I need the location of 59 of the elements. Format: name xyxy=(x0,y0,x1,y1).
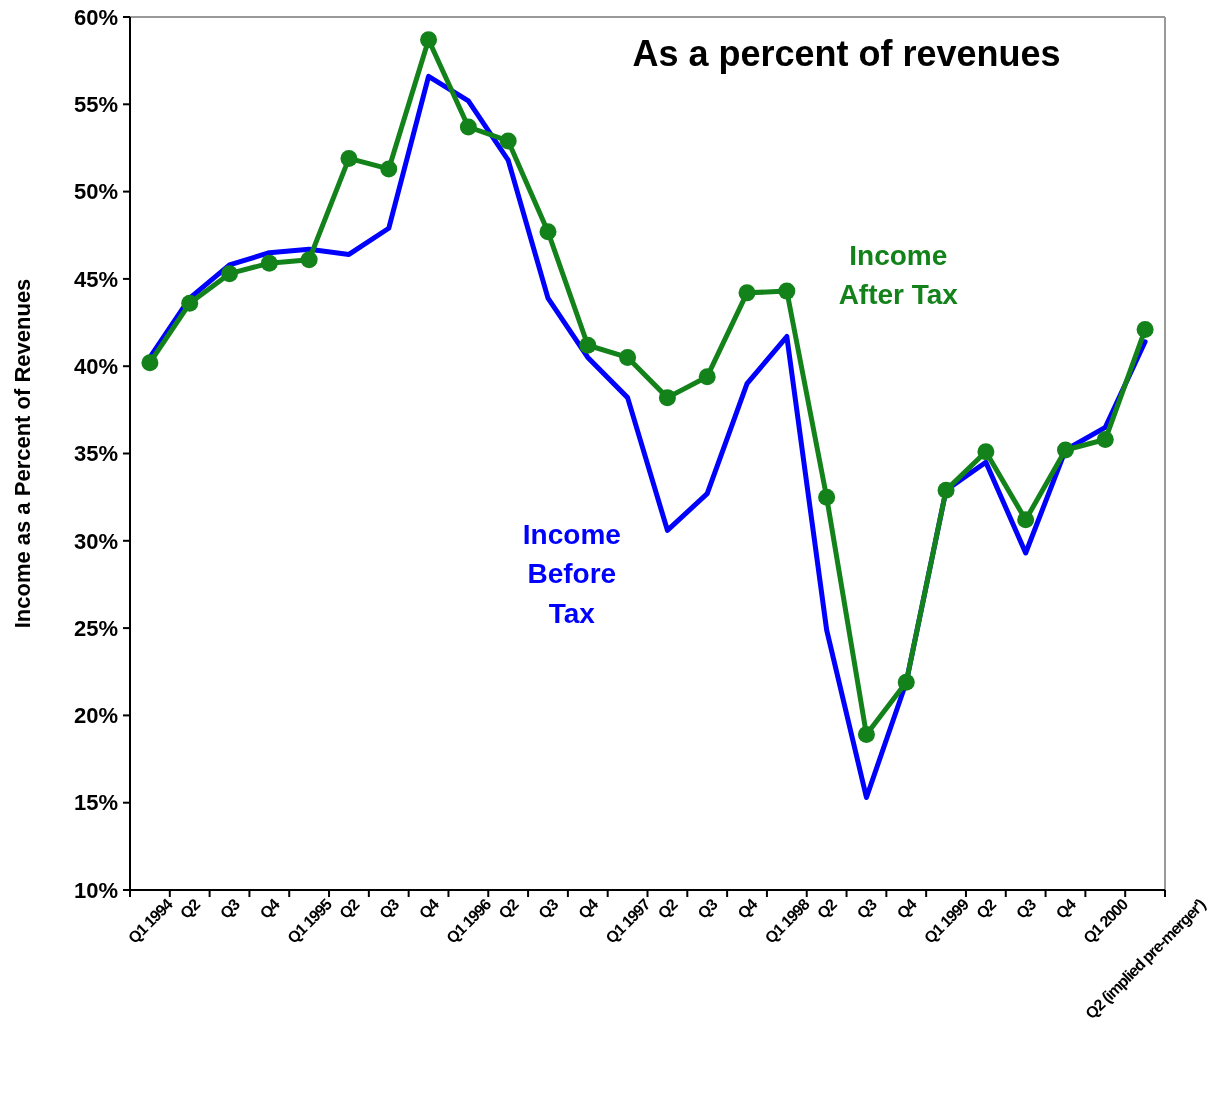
point xyxy=(897,673,915,691)
y-tick-label: 60% xyxy=(73,4,118,30)
point xyxy=(1056,441,1074,459)
point xyxy=(420,31,438,49)
point xyxy=(141,354,159,372)
point xyxy=(181,294,199,312)
y-tick-label: 20% xyxy=(73,703,118,729)
point xyxy=(857,726,875,744)
point xyxy=(818,488,836,506)
series-label: Income After Tax xyxy=(838,239,959,311)
series-label: Income Before Tax xyxy=(522,519,621,629)
text: As a percent of revenues xyxy=(632,32,1061,74)
point xyxy=(1136,321,1154,339)
y-tick-label: 35% xyxy=(73,441,118,467)
x-tick-label: Q2 xyxy=(813,895,841,922)
point xyxy=(340,149,358,167)
point xyxy=(778,282,796,300)
x-tick-label: Q2 xyxy=(654,895,682,922)
x-tick-label: Q3 xyxy=(853,895,881,922)
x-tick-label: Q3 xyxy=(375,895,403,922)
y-tick-label: 25% xyxy=(73,615,118,641)
point xyxy=(619,348,637,366)
y-axis-title: Income as a Percent of Revenues xyxy=(10,278,35,629)
point xyxy=(539,223,557,241)
x-tick-label: Q2 xyxy=(176,895,204,922)
point xyxy=(977,443,995,461)
point xyxy=(221,265,239,283)
point xyxy=(459,118,477,136)
x-tick-label: Q3 xyxy=(535,895,562,922)
point xyxy=(499,132,517,150)
point xyxy=(300,251,318,269)
y-tick-label: 45% xyxy=(73,266,118,292)
x-tick-label: Q3 xyxy=(216,895,244,922)
x-tick-label: Q4 xyxy=(575,895,602,922)
x-tick-label: Q4 xyxy=(415,895,443,922)
y-tick-label: 40% xyxy=(73,353,118,379)
x-tick-label: Q2 xyxy=(495,895,522,922)
x-tick-label: Q4 xyxy=(893,895,920,922)
point xyxy=(579,336,597,354)
point xyxy=(658,389,676,407)
x-tick-label: Q4 xyxy=(734,895,761,922)
point xyxy=(698,368,716,386)
point xyxy=(260,254,278,272)
point xyxy=(1017,511,1035,529)
x-tick-label: Q3 xyxy=(1012,895,1040,922)
y-tick-label: 10% xyxy=(73,877,118,903)
x-tick-label: Q2 xyxy=(336,895,363,922)
x-tick-label: Q4 xyxy=(256,895,284,922)
x-tick-label: Q3 xyxy=(694,895,721,922)
point xyxy=(380,160,398,178)
point xyxy=(1096,431,1114,449)
y-tick-label: 30% xyxy=(73,528,118,554)
x-tick-label: Q2 xyxy=(973,895,1000,922)
y-tick-label: 50% xyxy=(73,179,118,205)
x-tick-label: Q4 xyxy=(1052,895,1080,922)
y-tick-label: 55% xyxy=(73,92,118,117)
point xyxy=(937,481,955,499)
point xyxy=(738,284,756,302)
y-tick-label: 15% xyxy=(73,790,118,816)
